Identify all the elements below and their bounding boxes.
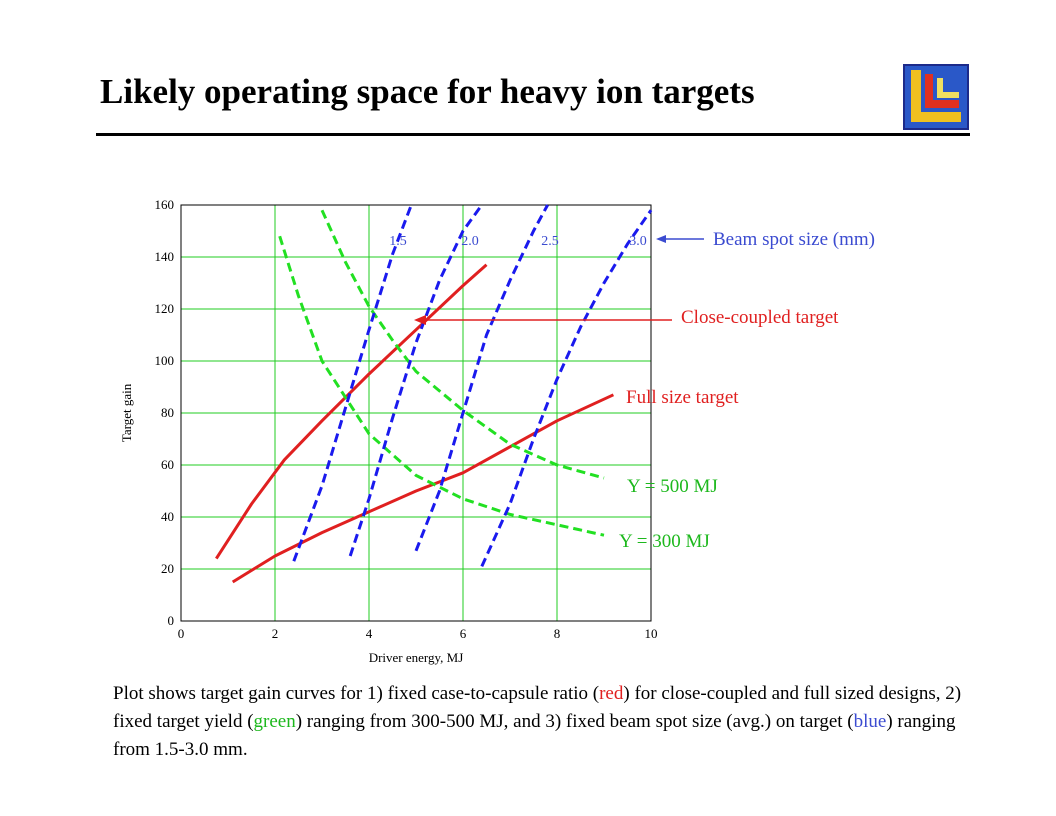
chart-grid [180,204,652,622]
caption-green-word: green [253,711,296,732]
series-line-7 [480,209,653,568]
beam-spot-label: 1.5 [389,234,407,249]
y-tick-label: 20 [161,561,174,576]
llnl-logo [903,64,969,130]
y-tick-label: 120 [155,301,175,316]
caption: Plot shows target gain curves for 1) fix… [113,680,973,764]
series-line-3 [278,235,605,537]
y-tick-label: 80 [161,405,174,420]
x-tick-label: 4 [366,626,373,641]
page-title: Likely operating space for heavy ion tar… [100,72,755,111]
series-line-4 [292,204,413,562]
x-tick-label: 6 [460,626,467,641]
beam-spot-annotation: Beam spot size (mm) [713,229,875,250]
x-tick-label: 2 [272,626,279,641]
series-line-1 [231,393,615,584]
close-coupled-arrowhead [414,315,426,325]
full-size-annotation: Full size target [626,387,739,408]
y-axis-label: Target gain [119,383,134,442]
close-coupled-annotation: Close-coupled target [681,307,839,328]
x-tick-label: 10 [645,626,658,641]
y-tick-label: 160 [155,197,175,212]
y500-annotation: Y = 500 MJ [627,476,718,497]
series-line-5 [348,204,484,557]
plot-frame [180,204,652,622]
caption-red-word: red [599,683,624,704]
series-line-6 [414,204,549,552]
y-tick-label: 140 [155,249,175,264]
beam-spot-arrowhead [656,235,666,243]
caption-text-4: ) ranging from 1.5-3.0 mm. [113,711,956,760]
series-line-2 [320,209,605,480]
caption-blue-word: blue [853,711,887,732]
y-tick-label: 100 [155,353,175,368]
y300-annotation: Y = 300 MJ [619,531,710,552]
beam-spot-label: 3.0 [629,234,647,249]
y-tick-label: 40 [161,509,174,524]
x-tick-label: 0 [178,626,185,641]
beam-spot-label: 2.0 [461,234,479,249]
y-tick-label: 0 [168,613,175,628]
beam-spot-label: 2.5 [541,234,559,249]
title-rule [96,133,970,136]
x-axis-label: Driver energy, MJ [369,650,464,665]
caption-text-2: ) for close-coupled and full sized desig… [113,683,962,732]
caption-text-3: ) ranging from 300-500 MJ, and 3) fixed … [295,711,854,732]
y-tick-label: 60 [161,457,174,472]
x-tick-label: 8 [554,626,561,641]
caption-text-1: Plot shows target gain curves for 1) fix… [113,683,600,704]
